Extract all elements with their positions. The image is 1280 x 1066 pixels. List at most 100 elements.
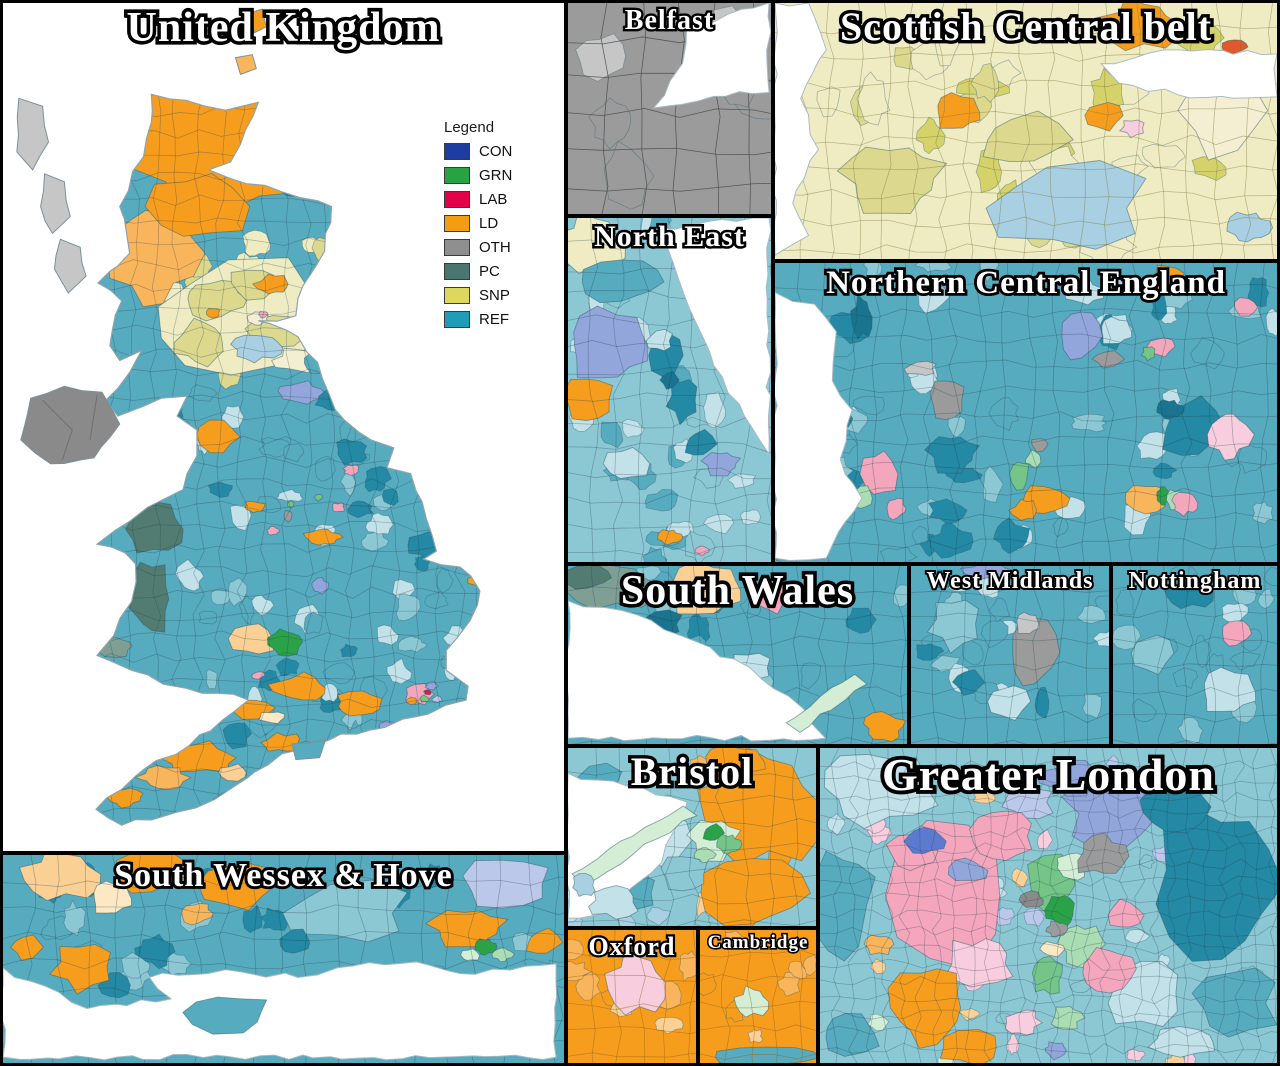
legend-entry: LAB xyxy=(444,191,512,208)
map-region xyxy=(694,911,712,926)
map-region xyxy=(526,927,564,954)
map-region xyxy=(747,1029,764,1044)
map-region xyxy=(988,397,1020,432)
legend-entry-label: SNP xyxy=(479,287,510,304)
map-region xyxy=(726,473,757,489)
map-region xyxy=(286,499,295,509)
map-region xyxy=(937,92,981,129)
map-region xyxy=(242,229,271,257)
boundary-line xyxy=(770,930,779,1063)
map-region xyxy=(1052,516,1069,538)
boundary-line xyxy=(847,748,860,1063)
map-region xyxy=(260,907,288,932)
map-region xyxy=(1172,667,1199,690)
boundary-line xyxy=(637,218,650,562)
map-region xyxy=(173,317,224,368)
map-region xyxy=(1012,617,1061,687)
map-region xyxy=(402,446,426,464)
map-region xyxy=(836,146,948,215)
map-region xyxy=(575,33,626,82)
map-region xyxy=(442,654,472,671)
map-region xyxy=(48,943,111,995)
boundary-line xyxy=(911,661,1109,672)
legend-title: Legend xyxy=(444,119,495,136)
boundary-line xyxy=(1267,3,1277,259)
boundary-line xyxy=(899,263,909,562)
island-orkney xyxy=(234,54,257,76)
map-region xyxy=(1076,605,1107,624)
boundary-line xyxy=(775,162,1277,173)
boundary-line xyxy=(1113,713,1277,723)
map-region xyxy=(386,657,413,685)
boundary-line xyxy=(911,635,1109,644)
map-region xyxy=(654,1016,684,1035)
title-nottingham: Nottingham xyxy=(1129,568,1262,594)
map-region xyxy=(866,1013,890,1032)
map-region xyxy=(1191,967,1277,1038)
map-region xyxy=(825,1012,880,1057)
map-region xyxy=(1156,399,1185,420)
map-region xyxy=(221,405,245,429)
map-region xyxy=(411,452,442,482)
map-region xyxy=(381,785,398,808)
map-region xyxy=(442,495,465,521)
map-region xyxy=(1155,806,1277,962)
map-region xyxy=(474,938,498,956)
boundary-line xyxy=(820,908,1277,921)
map-region xyxy=(856,71,891,126)
map-region xyxy=(863,711,906,743)
panel-bristol: Bristol xyxy=(565,745,819,929)
map-region xyxy=(491,947,516,963)
sea xyxy=(652,3,771,109)
boundary-line xyxy=(1085,566,1090,744)
map-region xyxy=(993,517,1031,555)
boundary-line xyxy=(775,308,1277,319)
boundary-line xyxy=(568,974,696,982)
boundary-line xyxy=(96,94,480,97)
boundary-line xyxy=(89,395,98,440)
boundary-line xyxy=(96,106,480,118)
map-region xyxy=(354,380,367,412)
map-region xyxy=(703,391,726,429)
map-region xyxy=(859,450,899,495)
boundary-line xyxy=(3,930,564,943)
boundary-line xyxy=(792,748,800,926)
map-region xyxy=(1061,311,1103,361)
map-region xyxy=(1265,307,1277,337)
map-region xyxy=(947,857,989,882)
map-nottingham xyxy=(1113,566,1277,744)
map-region xyxy=(982,465,1004,503)
map-region xyxy=(800,662,822,690)
boundary-line xyxy=(1132,566,1144,744)
map-region xyxy=(700,972,717,997)
map-region xyxy=(1092,631,1109,647)
map-region xyxy=(10,934,44,962)
map-region xyxy=(397,636,429,653)
boundary-line xyxy=(931,566,942,744)
boundary-line xyxy=(820,958,1277,971)
map-region xyxy=(987,685,1032,722)
boundary-line xyxy=(820,1042,1277,1055)
title-oxford: Oxford xyxy=(589,933,676,961)
map-region xyxy=(376,624,400,646)
map-region xyxy=(1252,501,1274,525)
legend-swatch xyxy=(444,215,470,232)
map-region xyxy=(1071,413,1107,433)
map-region xyxy=(337,690,383,717)
boundary-line xyxy=(1113,686,1277,698)
map-region xyxy=(316,291,340,323)
map-region xyxy=(951,669,986,696)
map-region xyxy=(1203,666,1257,712)
sea xyxy=(568,600,827,742)
map-region xyxy=(820,850,876,962)
map-region xyxy=(1018,890,1044,908)
map-region xyxy=(850,293,873,340)
map-region xyxy=(939,1028,997,1063)
boundary-line xyxy=(1182,748,1194,1063)
uk-coastline xyxy=(95,93,481,826)
map-region xyxy=(405,696,419,706)
map-region xyxy=(258,711,286,725)
map-region xyxy=(244,500,266,514)
map-region xyxy=(227,623,274,655)
boundary-line xyxy=(775,189,1277,201)
